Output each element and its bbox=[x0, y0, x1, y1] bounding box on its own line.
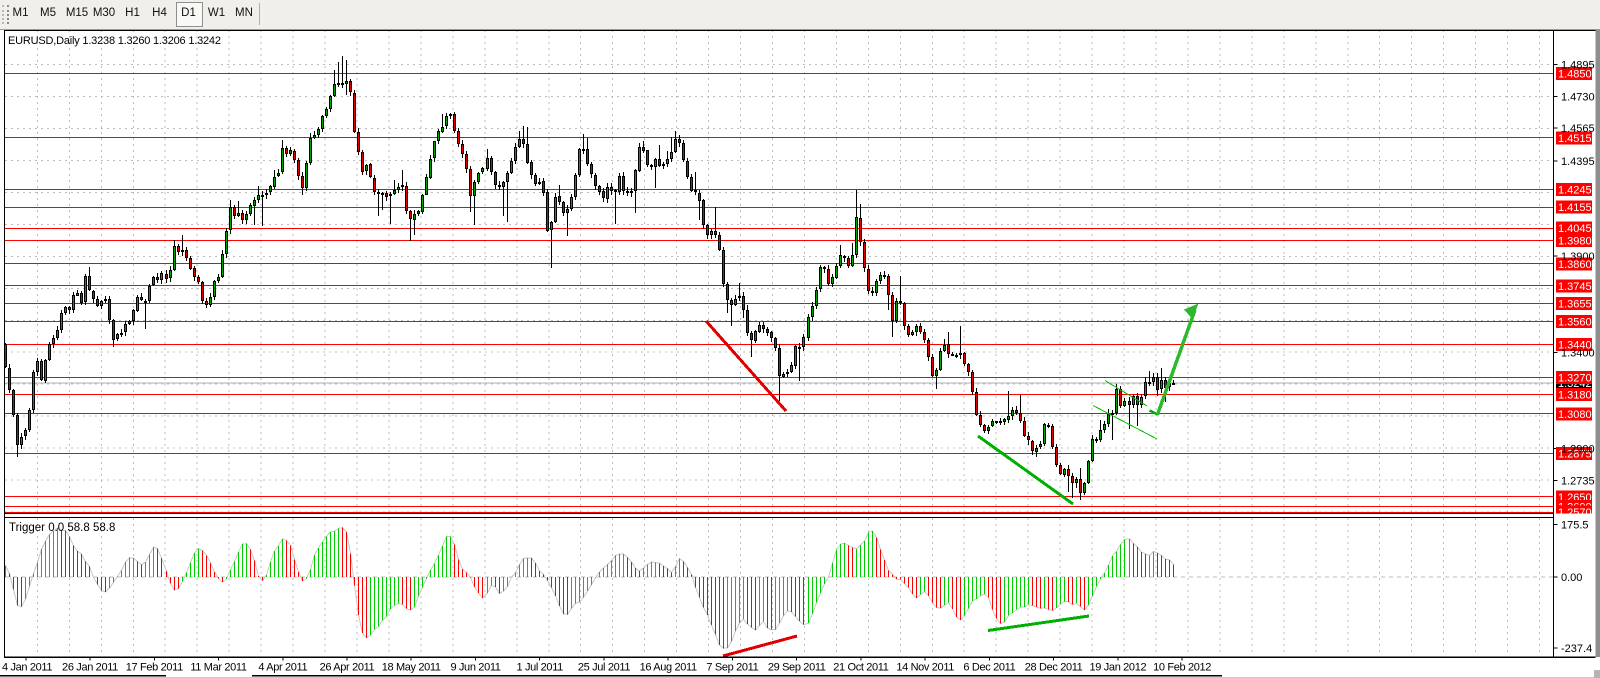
svg-text:1.4515: 1.4515 bbox=[1558, 133, 1592, 145]
svg-text:1.3180: 1.3180 bbox=[1558, 390, 1592, 402]
svg-text:1 Jul 2011: 1 Jul 2011 bbox=[516, 662, 563, 674]
svg-text:26 Jan 2011: 26 Jan 2011 bbox=[62, 662, 118, 674]
svg-text:1.4155: 1.4155 bbox=[1558, 202, 1592, 214]
svg-text:1.4045: 1.4045 bbox=[1558, 223, 1592, 235]
svg-text:25 Jul 2011: 25 Jul 2011 bbox=[578, 662, 630, 674]
svg-text:0.00: 0.00 bbox=[1561, 572, 1582, 584]
svg-text:7 Sep 2011: 7 Sep 2011 bbox=[706, 662, 758, 674]
svg-text:175.5: 175.5 bbox=[1561, 520, 1589, 532]
svg-text:1.4895: 1.4895 bbox=[1561, 60, 1595, 72]
svg-text:17 Feb 2011: 17 Feb 2011 bbox=[126, 662, 183, 674]
svg-text:18 May 2011: 18 May 2011 bbox=[382, 662, 441, 674]
svg-text:1.3560: 1.3560 bbox=[1558, 317, 1592, 329]
svg-text:1.2735: 1.2735 bbox=[1561, 475, 1595, 487]
svg-text:21 Oct 2011: 21 Oct 2011 bbox=[833, 662, 888, 674]
svg-text:1.3440: 1.3440 bbox=[1558, 340, 1592, 352]
svg-text:29 Sep 2011: 29 Sep 2011 bbox=[768, 662, 826, 674]
svg-text:9 Jun 2011: 9 Jun 2011 bbox=[450, 662, 500, 674]
svg-text:1.4850: 1.4850 bbox=[1558, 68, 1592, 80]
svg-text:1.3860: 1.3860 bbox=[1558, 259, 1592, 271]
svg-text:1.3080: 1.3080 bbox=[1558, 409, 1592, 421]
svg-text:1.2570: 1.2570 bbox=[1558, 507, 1592, 519]
svg-text:10 Feb 2012: 10 Feb 2012 bbox=[1153, 662, 1211, 674]
svg-text:1.4565: 1.4565 bbox=[1561, 123, 1595, 135]
svg-text:1.4245: 1.4245 bbox=[1558, 185, 1592, 197]
svg-text:1.3745: 1.3745 bbox=[1558, 281, 1592, 293]
svg-text:1.2900: 1.2900 bbox=[1561, 444, 1595, 456]
svg-text:EURUSD,Daily 1.3238 1.3260 1.: EURUSD,Daily 1.3238 1.3260 1.3206 1.3242 bbox=[8, 35, 221, 47]
svg-text:19 Jan 2012: 19 Jan 2012 bbox=[1090, 662, 1147, 674]
svg-text:1.2875: 1.2875 bbox=[1558, 448, 1592, 460]
svg-text:1.3900: 1.3900 bbox=[1561, 251, 1595, 263]
svg-text:4 Jan 2011: 4 Jan 2011 bbox=[2, 662, 52, 674]
svg-text:1.4395: 1.4395 bbox=[1561, 156, 1595, 168]
svg-text:1.3655: 1.3655 bbox=[1558, 298, 1592, 310]
svg-text:14 Nov 2011: 14 Nov 2011 bbox=[896, 662, 954, 674]
svg-text:Trigger 0.0 58.8 58.8: Trigger 0.0 58.8 58.8 bbox=[9, 522, 115, 534]
svg-text:26 Apr 2011: 26 Apr 2011 bbox=[320, 662, 375, 674]
svg-text:1.3400: 1.3400 bbox=[1561, 347, 1595, 359]
svg-text:6 Dec 2011: 6 Dec 2011 bbox=[963, 662, 1015, 674]
svg-text:1.4730: 1.4730 bbox=[1561, 91, 1595, 103]
svg-text:16 Aug 2011: 16 Aug 2011 bbox=[640, 662, 697, 674]
svg-text:1.3980: 1.3980 bbox=[1558, 236, 1592, 248]
svg-text:4 Apr 2011: 4 Apr 2011 bbox=[258, 662, 307, 674]
svg-text:1.3270: 1.3270 bbox=[1558, 372, 1592, 384]
svg-text:11 Mar 2011: 11 Mar 2011 bbox=[190, 662, 247, 674]
svg-text:-237.4: -237.4 bbox=[1561, 643, 1592, 655]
svg-text:28 Dec 2011: 28 Dec 2011 bbox=[1025, 662, 1083, 674]
